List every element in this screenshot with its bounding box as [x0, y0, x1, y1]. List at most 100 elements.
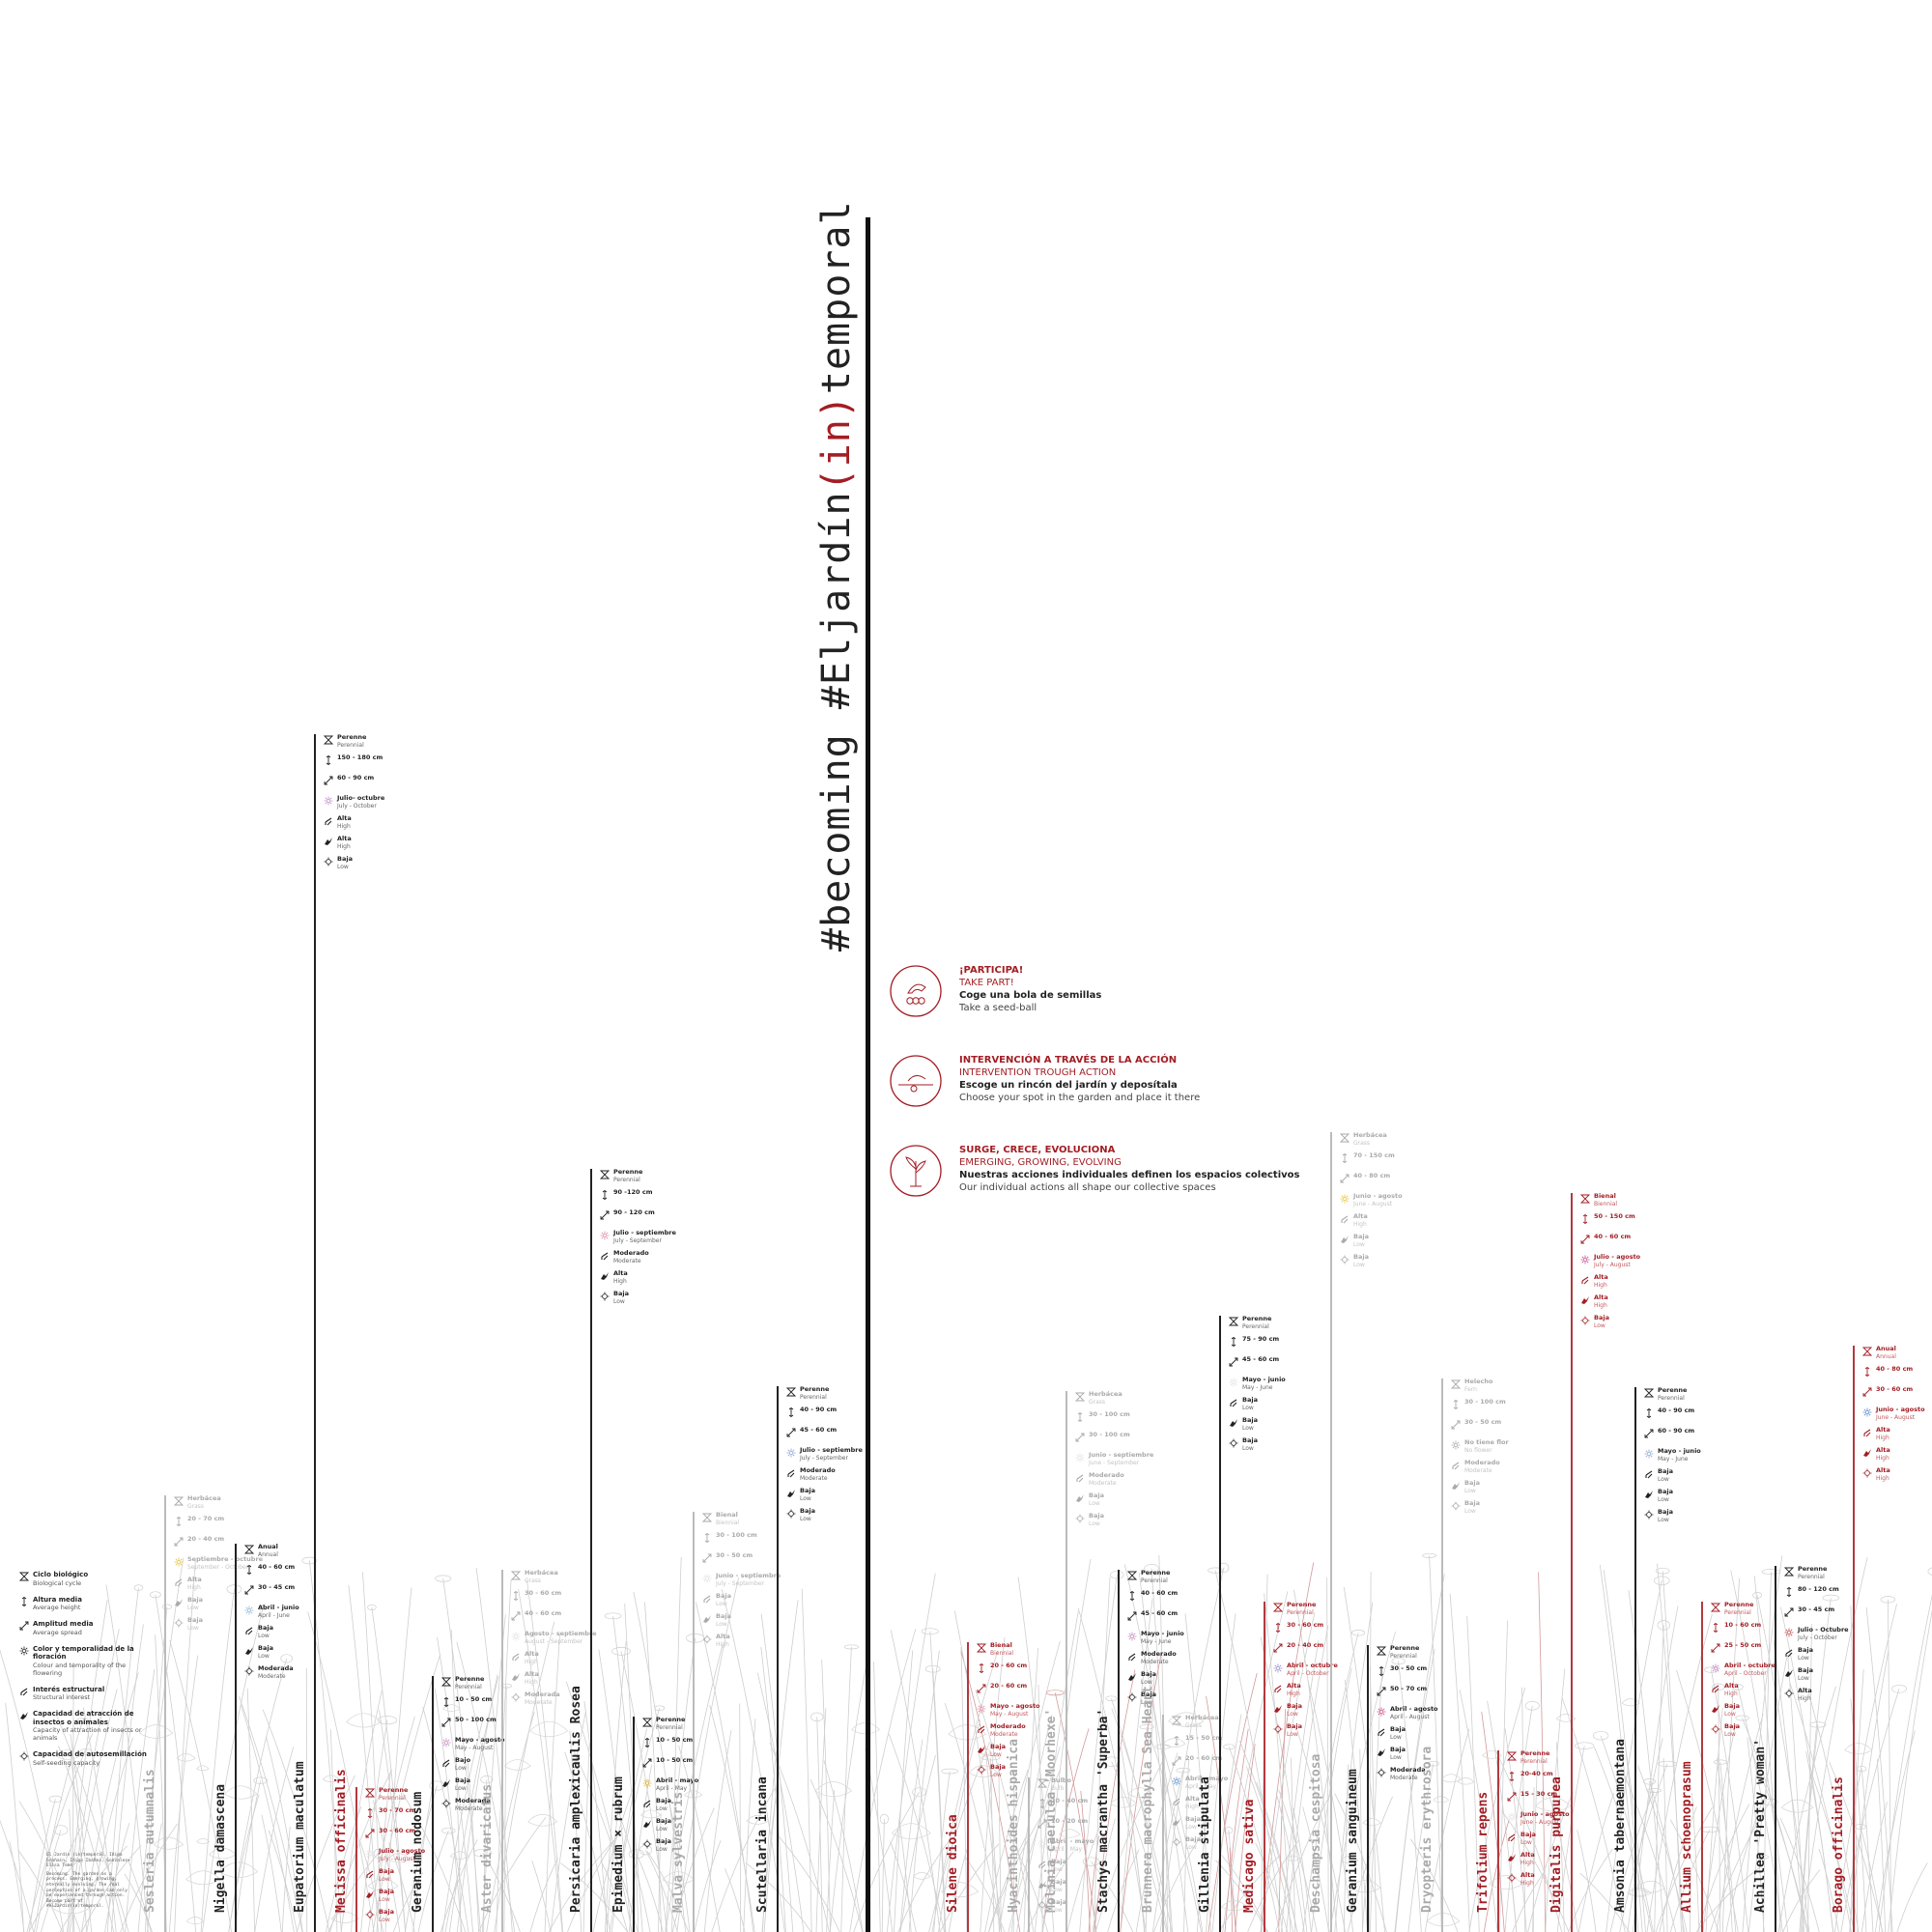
plant-attribute: Alta High — [1784, 1687, 1881, 1708]
plant-name-wrap: Hyacinthoides hispanica — [1005, 1739, 1026, 1932]
plant-name: Nigella damascena — [213, 1783, 228, 1913]
plant-name: Molinia caerulea 'Moorhexe' — [1044, 1708, 1059, 1913]
attribute-translation: Moderate — [258, 1672, 286, 1680]
attribute-value: Anual — [258, 1543, 278, 1550]
plant-attribute: Bienal Biennial — [1580, 1192, 1677, 1213]
attribute-translation: April - May — [1185, 1782, 1217, 1790]
attribute-translation: Perennial — [455, 1683, 482, 1690]
plant-attribute: Mayo - junio May - June — [1644, 1447, 1741, 1468]
plant-name-wrap: Stachys macrantha 'Superba' — [1094, 1570, 1116, 1932]
plant-attribute: 50 - 150 cm — [1580, 1212, 1677, 1234]
plant-attribute: Baja Low — [600, 1290, 696, 1311]
plant-attributes: Herbácea Grass 30 - 60 cm 40 - 60 cm Agosto … — [511, 1569, 608, 1712]
plant-stem-line — [1162, 1715, 1164, 1932]
spread-icon — [1507, 1792, 1517, 1802]
plant-attribute: Julio - septiembre July - September — [786, 1446, 883, 1467]
attribute-value: Junio - agosto — [1353, 1192, 1403, 1200]
plant-attribute: Abril - junio April - June — [244, 1604, 341, 1625]
plant-attribute: Baja Low — [1644, 1488, 1741, 1509]
attribute-translation: Bulb — [1051, 1784, 1065, 1792]
plant-name-wrap: Eupatorium maculatum — [291, 734, 312, 1932]
plant-attribute: Abril - octubre April - October — [1711, 1662, 1807, 1683]
spread-icon — [1075, 1433, 1085, 1442]
flower-icon — [174, 1557, 184, 1567]
attribute-translation: Low — [800, 1515, 811, 1522]
height-icon — [176, 1517, 182, 1526]
attribute-value: Alta — [525, 1650, 539, 1658]
attribute-value: Baja — [187, 1616, 203, 1624]
plant-attribute: Moderado Moderate — [600, 1249, 696, 1270]
plant-attributes: Perenne Perennial 10 - 50 cm 10 - 50 cm Abri… — [642, 1716, 739, 1859]
plant-attribute: Baja Low — [642, 1837, 739, 1859]
plant-name: Digitalis purpurea — [1549, 1776, 1564, 1913]
plant-stem-line — [1775, 1566, 1776, 1932]
plant-attribute: 40 - 60 cm — [1580, 1233, 1677, 1254]
attribute-value: Alta — [1594, 1293, 1608, 1301]
attribute-value: 30 - 45 cm — [258, 1583, 296, 1591]
plant-attribute: Baja Low — [1711, 1702, 1807, 1723]
plant-attribute: Moderada Moderate — [1377, 1766, 1473, 1787]
height-icon — [246, 1565, 252, 1575]
plant-attributes: Perenne Perennial 10 - 60 cm 25 - 50 cm Abri… — [1711, 1601, 1807, 1744]
seed-icon — [702, 1634, 712, 1644]
attribute-translation: June - August — [1520, 1818, 1560, 1826]
attribute-translation: Low — [613, 1297, 625, 1305]
attribute-value: 40 - 60 cm — [258, 1563, 296, 1571]
attribute-translation: May - August — [990, 1710, 1029, 1718]
flower-icon — [1862, 1407, 1872, 1417]
attribute-translation: Low — [455, 1784, 467, 1792]
credits-line: Becoming. The garden as a process. Emerg… — [46, 1871, 128, 1910]
plant-name: Malva sylvestris — [671, 1791, 686, 1913]
cycle-icon — [324, 735, 333, 745]
attribute-value: Perenne — [1390, 1644, 1420, 1652]
plant-stem-line — [633, 1717, 635, 1932]
page-title: #becoming #Eljardín(in)temporal — [814, 200, 859, 952]
attribute-value: Herbácea — [1185, 1714, 1219, 1721]
flower-icon — [1711, 1663, 1720, 1673]
attribute-value: Baja — [258, 1644, 273, 1652]
height-icon — [1129, 1591, 1135, 1601]
plant-attribute: 20 - 60 cm — [977, 1662, 1073, 1683]
attribute-translation: High — [337, 842, 351, 850]
plant-attribute: Junio - septiembre July - September — [702, 1572, 799, 1593]
attribute-translation: Low — [1353, 1240, 1365, 1248]
attribute-value: Baja — [990, 1743, 1006, 1750]
plant-attributes: Perenne Perennial 30 - 60 cm 20 - 40 cm Abri… — [1273, 1601, 1370, 1744]
step-title-es: INTERVENCIÓN A TRAVÉS DE LA ACCIÓN — [959, 1055, 1178, 1065]
plant-name: Deschampsia cespitosa — [1309, 1753, 1323, 1913]
plant-attribute: 75 - 90 cm — [1229, 1335, 1325, 1356]
attribute-translation: Low — [1353, 1261, 1365, 1268]
plant-attribute: Mayo - junio May - June — [1127, 1630, 1224, 1651]
attribute-value: Baja — [656, 1837, 671, 1845]
plant-stem-line — [1367, 1645, 1369, 1932]
flower-icon — [1784, 1628, 1794, 1637]
attribute-translation: Perennial — [337, 741, 364, 749]
seed-icon — [1229, 1438, 1238, 1448]
attribute-value: 50 - 100 cm — [455, 1716, 497, 1723]
spread-icon — [977, 1684, 986, 1693]
flower-icon — [1580, 1255, 1590, 1264]
spread-icon — [244, 1585, 254, 1595]
plant-attribute: 30 - 100 cm — [1075, 1410, 1172, 1432]
attribute-translation: Grass — [1353, 1139, 1371, 1147]
attribute-value: Baja — [1464, 1499, 1480, 1507]
plant-name: Geranium sanguineum — [1346, 1769, 1360, 1913]
plant-name: Gillenia stipulata — [1198, 1776, 1212, 1913]
structure-icon — [1452, 1462, 1460, 1470]
attribute-value: 40 - 80 cm — [1876, 1365, 1914, 1373]
seed-icon — [1172, 1837, 1181, 1847]
plant-name-wrap: Molinia caerulea 'Moorhexe' — [1042, 1391, 1064, 1932]
plant-attributes: Perenne Perennial 40 - 90 cm 45 - 60 cm Juli… — [786, 1385, 883, 1528]
attribute-translation: Biennial — [716, 1519, 740, 1526]
attribute-value: Moderada — [258, 1664, 294, 1672]
attribute-value: Septiembre - octubre — [187, 1555, 264, 1563]
attribute-value: Baja — [455, 1776, 470, 1784]
plant-name-wrap: Amsonia tabernaemontana — [1611, 1387, 1633, 1932]
plant-attribute: Baja Low — [1507, 1831, 1604, 1852]
attribute-value: 20 - 40 cm — [1287, 1641, 1324, 1649]
plant-name-wrap: Allium schoenoprasum — [1678, 1602, 1699, 1932]
cycle-icon — [244, 1545, 254, 1554]
cycle-icon — [1037, 1778, 1047, 1788]
attribute-value: Julio- octubre — [337, 794, 385, 802]
attribute-value: Baja — [1353, 1233, 1369, 1240]
